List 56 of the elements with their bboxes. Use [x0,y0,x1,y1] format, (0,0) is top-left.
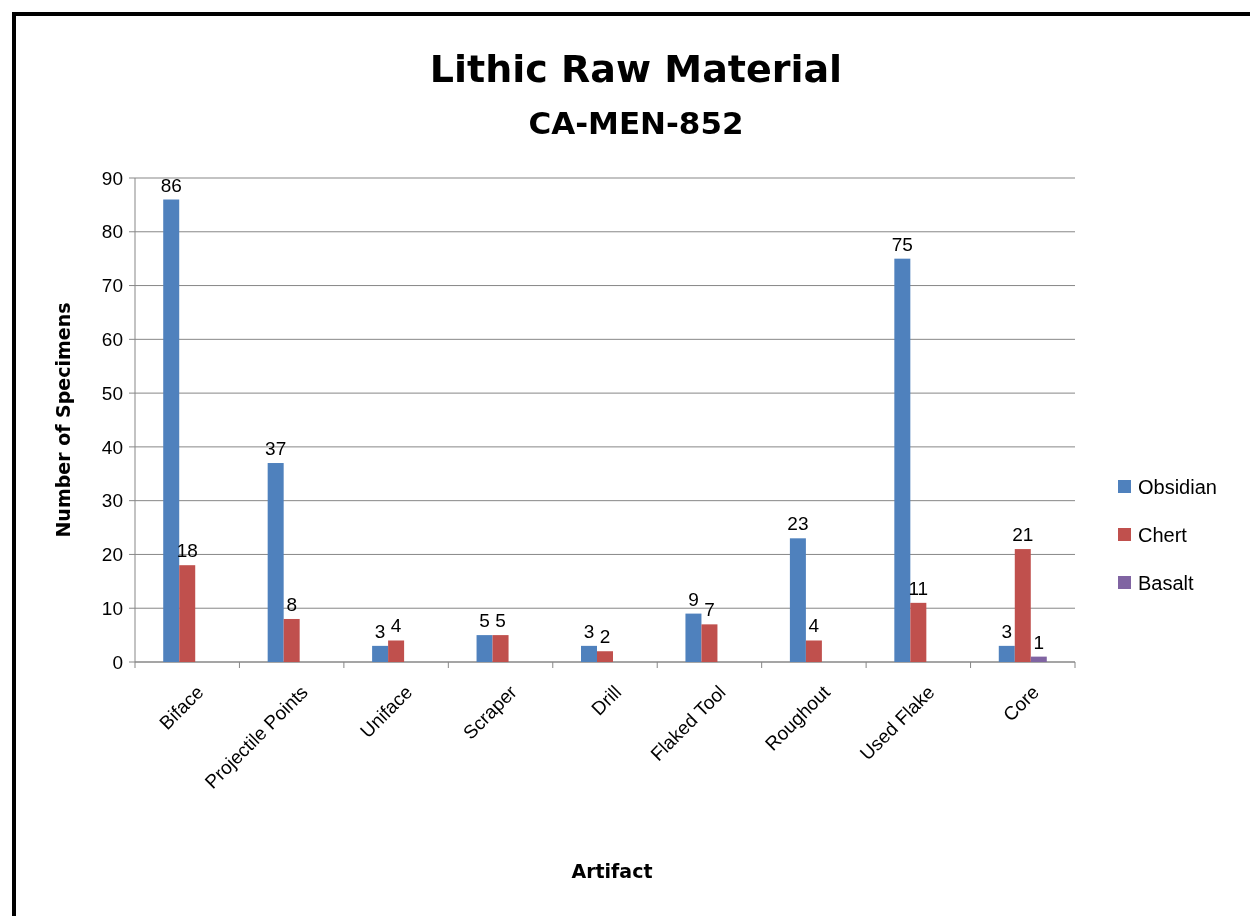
bar [179,565,196,662]
x-tick-label: Core [999,681,1044,726]
bar [597,651,613,662]
data-label: 3 [374,620,386,642]
data-label: 5 [479,610,490,632]
legend-label: Chert [1138,524,1188,546]
data-label: 75 [891,233,913,255]
data-label: 5 [495,610,506,632]
data-label: 3 [583,620,595,642]
y-tick-label: 40 [101,436,123,458]
y-tick-label: 20 [101,544,123,566]
bar [267,463,284,662]
data-label: 7 [704,599,715,621]
data-label: 86 [160,174,182,196]
x-axis-title: Artifact [571,860,653,882]
y-tick-label: 10 [101,597,123,619]
y-tick-label: 90 [101,167,123,189]
bar [894,258,911,662]
data-label: 9 [688,588,699,610]
bar [283,618,300,662]
bar [388,640,405,662]
bar [1030,656,1047,662]
data-label: 3 [1001,620,1013,642]
bar [372,645,389,662]
y-tick-label: 30 [101,490,123,512]
data-label: 2 [599,626,611,648]
bar [1014,549,1031,662]
chart-subtitle: CA-MEN-852 [528,105,744,141]
bar [163,199,180,662]
data-label: 4 [808,615,820,637]
bar [805,640,822,662]
data-label: 8 [286,593,297,615]
y-tick-label: 70 [101,275,123,297]
bar [476,635,493,662]
bar [910,602,927,662]
data-label: 23 [787,513,809,535]
data-label: 4 [390,615,402,637]
data-label: 21 [1012,524,1034,546]
y-tick-label: 50 [101,382,123,404]
bar [789,538,806,662]
legend-label: Basalt [1138,572,1195,594]
y-tick-label: 60 [101,328,123,350]
bar [701,624,718,662]
x-tick-label: Drill [587,681,626,720]
bar [492,635,509,662]
bar [998,645,1015,662]
y-axis-title: Number of Specimens [52,302,74,538]
data-label: 1 [1033,631,1045,653]
data-label: 37 [265,438,287,460]
y-tick-label: 0 [112,651,123,673]
data-label: 11 [908,577,929,599]
bar [581,645,597,662]
legend-label: Obsidian [1138,476,1217,498]
bar [685,613,702,662]
y-tick-label: 80 [101,221,123,243]
chart-title: Lithic Raw Material [429,47,843,91]
